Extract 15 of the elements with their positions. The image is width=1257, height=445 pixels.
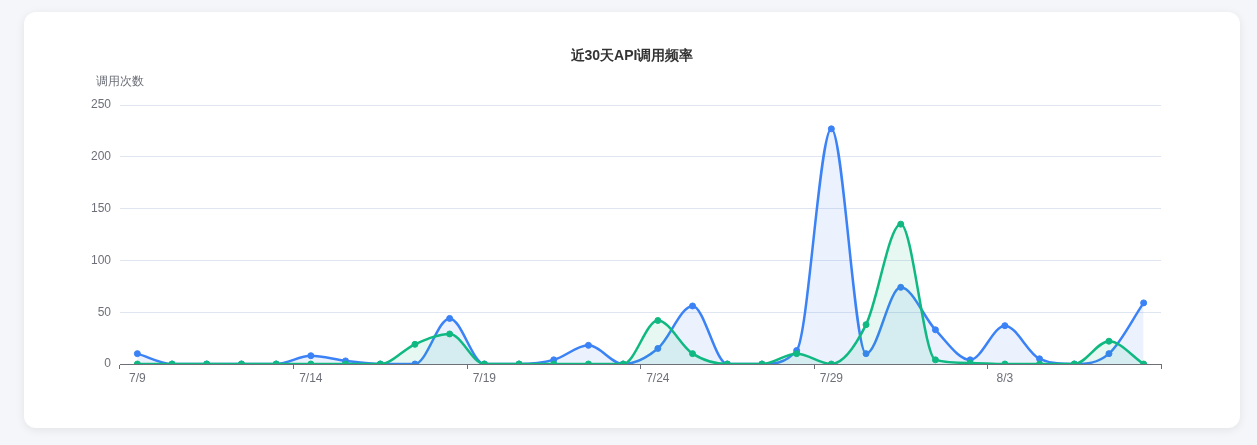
x-tick-label: 7/14	[299, 370, 323, 385]
x-tick-label: 7/9	[129, 370, 147, 385]
x-tick-label: 7/29	[819, 370, 844, 385]
x-tick-label: 7/19	[472, 370, 497, 385]
y-tick-label: 100	[90, 252, 112, 267]
chart-title: 近30天API调用频率	[569, 46, 694, 63]
x-tick-label: 8/3	[996, 370, 1014, 385]
x-tick-label: 7/24	[646, 370, 670, 385]
y-tick-label: 0	[104, 356, 112, 371]
card-panel: 7/9 7/14 7/19 7/24 7/29 8/3 0 50 100 150 200 250 近30天API调用频率 调用次数	[24, 12, 1240, 428]
y-tick-label: 50	[97, 304, 112, 319]
y-tick-label: 250	[90, 97, 112, 112]
y-tick-label: 150	[90, 200, 112, 215]
y-axis-title: 调用次数	[96, 74, 144, 89]
y-tick-label: 200	[90, 149, 112, 164]
